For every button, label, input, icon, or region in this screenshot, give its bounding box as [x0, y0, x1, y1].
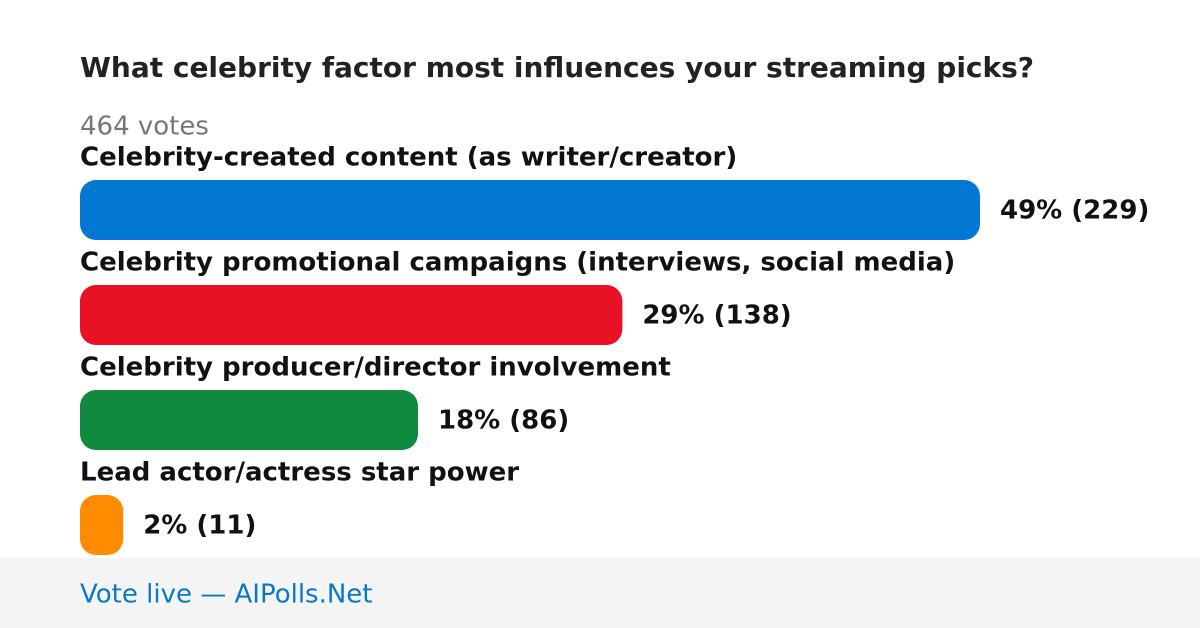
option-label: Celebrity-created content (as writer/cre… — [80, 143, 737, 173]
bar — [80, 495, 124, 555]
option-label: Celebrity promotional campaigns (intervi… — [80, 248, 955, 278]
footer-band — [0, 558, 1200, 628]
option-label: Lead actor/actress star power — [80, 458, 519, 488]
poll-title: What celebrity factor most influences yo… — [80, 51, 1034, 84]
value-label: 29% (138) — [642, 301, 791, 331]
option-label: Celebrity producer/director involvement — [80, 353, 671, 383]
value-label: 18% (86) — [438, 406, 569, 436]
bar — [80, 285, 623, 345]
value-label: 2% (11) — [143, 511, 256, 541]
value-label: 49% (229) — [1000, 196, 1149, 226]
bar — [80, 390, 418, 450]
vote-count: 464 votes — [80, 112, 209, 142]
footer-link[interactable]: Vote live — AIPolls.Net — [80, 580, 373, 610]
bar — [80, 180, 980, 240]
